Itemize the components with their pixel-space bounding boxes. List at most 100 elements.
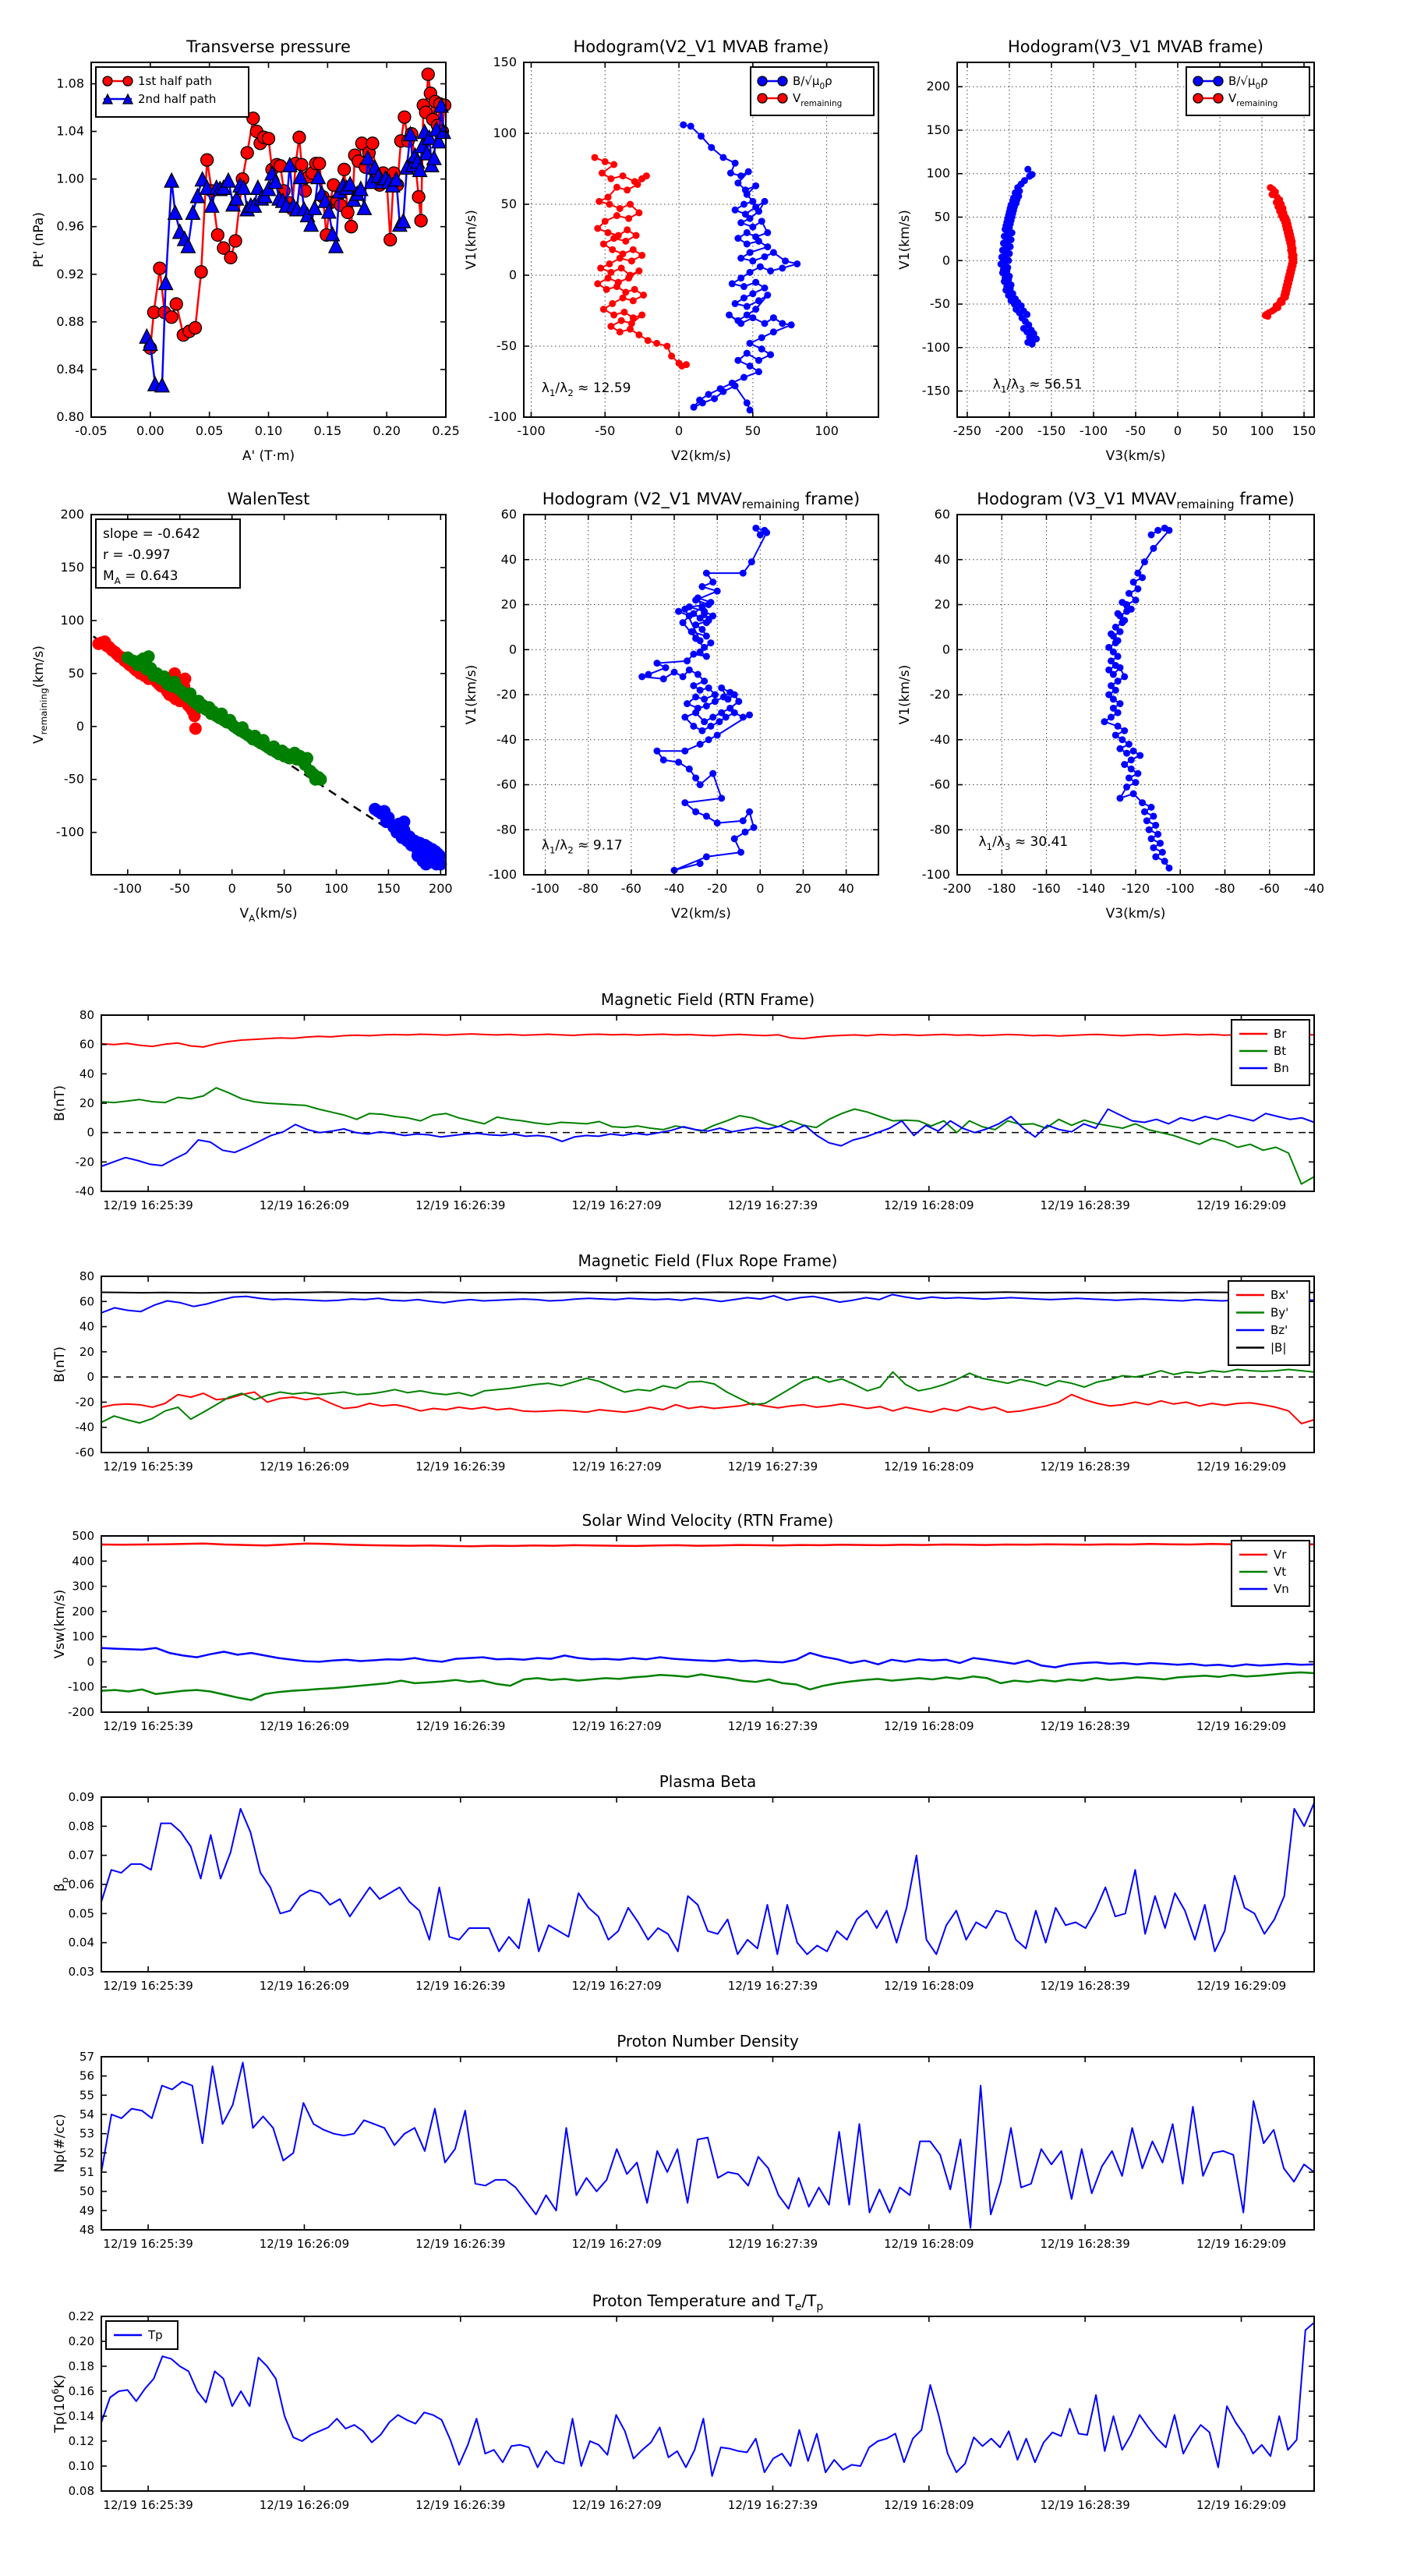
x-tick-label: 0 <box>228 881 236 896</box>
y-tick-label: 50 <box>69 666 84 681</box>
y-tick-label: 150 <box>60 560 84 575</box>
y-tick-label: 53 <box>80 2127 94 2141</box>
chart-title: Hodogram(V3_V1 MVAB frame) <box>1008 37 1263 57</box>
y-tick-label: 49 <box>80 2203 94 2217</box>
y-tick-label: 80 <box>80 1269 94 1283</box>
x-tick-label: 12/19 16:25:39 <box>103 1979 193 1993</box>
legend-label: Tp <box>147 2328 163 2342</box>
chart-title: Solar Wind Velocity (RTN Frame) <box>582 1511 834 1530</box>
series-B-magnitude <box>101 1291 1315 1294</box>
y-tick-label: -40 <box>497 732 517 747</box>
y-tick-label: 55 <box>80 2088 94 2102</box>
legend-label: Vn <box>1274 1582 1289 1596</box>
x-tick-label: -250 <box>953 423 981 438</box>
y-axis-label: βp <box>52 1877 70 1891</box>
legend-label: Vremaining <box>793 91 842 108</box>
x-tick-label: -100 <box>531 881 559 896</box>
y-tick-label: -40 <box>930 732 950 747</box>
y-tick-label: -80 <box>930 822 950 837</box>
axes-frame <box>101 1014 1315 1192</box>
legend-label: By' <box>1270 1306 1288 1320</box>
y-tick-label: 0 <box>942 642 950 656</box>
x-tick-label: 12/19 16:28:09 <box>884 1719 974 1733</box>
y-tick-label: 20 <box>501 597 517 612</box>
y-tick-label: 60 <box>935 507 950 522</box>
y-tick-label: 0 <box>87 1654 94 1668</box>
x-tick-label: 12/19 16:28:09 <box>884 1460 974 1474</box>
p1-chart: -0.05 0.00 0.05 0.10 0.15 0.20 0.25 0.80 0.84 0.8… <box>31 37 460 464</box>
x-tick-label: 12/19 16:25:39 <box>103 1460 193 1474</box>
y-tick-label: 40 <box>80 1067 94 1081</box>
series-Bt <box>101 1087 1315 1185</box>
y-tick-label: 20 <box>80 1345 94 1359</box>
x-tick-label: 0 <box>1174 423 1182 438</box>
x-tick-label: 12/19 16:26:39 <box>415 1979 505 1993</box>
y-tick-label: 0.08 <box>69 1819 94 1833</box>
x-tick-label: 12/19 16:27:39 <box>728 1719 818 1733</box>
y-tick-label: 100 <box>493 126 517 140</box>
x-tick-label: 12/19 16:29:09 <box>1196 1979 1286 1993</box>
stats-box: slope = -0.642 r = -0.997 MA = 0.643 <box>95 518 241 589</box>
x-tick-label: 100 <box>815 423 839 438</box>
y-tick-label: -60 <box>76 1445 95 1460</box>
x-tick-label: -40 <box>664 881 684 896</box>
series-Tp <box>101 2322 1315 2477</box>
axes-frame <box>101 1535 1315 1713</box>
y-tick-label: 60 <box>80 1294 94 1308</box>
chart-title: Hodogram (V3_V1 MVAVremaining frame) <box>977 490 1294 511</box>
axes-frame <box>101 2316 1315 2492</box>
x-tick-label: 12/19 16:27:39 <box>728 1460 818 1474</box>
y-tick-label: 0.06 <box>69 1877 94 1891</box>
y-tick-label: 51 <box>80 2165 94 2179</box>
y-tick-label: 100 <box>72 1629 94 1644</box>
x-tick-label: -140 <box>1077 881 1105 896</box>
x-tick-label: 100 <box>324 881 348 896</box>
y-tick-label: -50 <box>64 772 84 787</box>
x-tick-label: 12/19 16:28:09 <box>884 1198 974 1212</box>
legend-label: Bt <box>1274 1044 1286 1058</box>
lambda-annotation: λ1/λ2 ≈ 12.59 <box>542 380 631 398</box>
y-tick-label: 0 <box>509 267 517 282</box>
legend-label: Br <box>1274 1027 1287 1041</box>
y-tick-label: -100 <box>489 867 517 882</box>
y-tick-label: 52 <box>80 2146 94 2160</box>
y-tick-label: 200 <box>926 79 950 94</box>
y-tick-label: 0.03 <box>69 1965 94 1979</box>
mag_rtn-chart: 12/19 16:25:39 12/19 16:26:09 12/19 16:26:… <box>52 990 1315 1212</box>
series-2nd-half-path <box>139 97 452 393</box>
x-tick-label: 12/19 16:29:09 <box>1196 1198 1286 1212</box>
x-tick-label: -120 <box>1122 881 1150 896</box>
x-tick-label: 12/19 16:25:39 <box>103 1198 193 1212</box>
x-tick-label: -80 <box>1214 881 1235 896</box>
y-tick-label: -40 <box>76 1184 95 1198</box>
y-tick-label: 1.00 <box>56 172 84 186</box>
chart-title: Hodogram(V2_V1 MVAB frame) <box>574 37 829 57</box>
y-axis-label: V1(km/s) <box>897 665 913 725</box>
lambda-annotation: λ1/λ3 ≈ 30.41 <box>978 834 1068 852</box>
x-tick-label: -0.05 <box>75 423 107 438</box>
y-tick-label: -100 <box>922 340 950 355</box>
y-tick-label: 50 <box>935 210 950 225</box>
x-tick-label: -180 <box>988 881 1016 896</box>
p3-chart: -250 -200 -150 -100 -50 0 50 100 150 -150 -100 -50 0… <box>897 37 1316 464</box>
y-tick-label: 80 <box>80 1008 94 1022</box>
x-tick-label: 12/19 16:26:09 <box>260 1979 349 1993</box>
legend-label: Vt <box>1274 1565 1286 1579</box>
axes-frame <box>101 2056 1315 2231</box>
x-tick-label: 12/19 16:26:09 <box>260 1460 349 1474</box>
y-axis-label: Vremaining(km/s) <box>31 646 49 744</box>
chart-title: Plasma Beta <box>659 1772 757 1791</box>
y-tick-label: 0.16 <box>69 2384 94 2398</box>
y-tick-label: 0.07 <box>69 1849 94 1863</box>
y-tick-label: 0.92 <box>56 267 84 281</box>
y-tick-label: -20 <box>497 687 517 702</box>
x-tick-label: 12/19 16:26:09 <box>260 1719 349 1733</box>
y-tick-label: 0.12 <box>69 2434 94 2448</box>
y-tick-label: 0.96 <box>56 219 84 234</box>
y-tick-label: 400 <box>72 1554 94 1568</box>
x-axis-label: A' (T·m) <box>242 448 295 464</box>
y-tick-label: -150 <box>922 384 950 398</box>
x-tick-label: -100 <box>517 423 545 438</box>
